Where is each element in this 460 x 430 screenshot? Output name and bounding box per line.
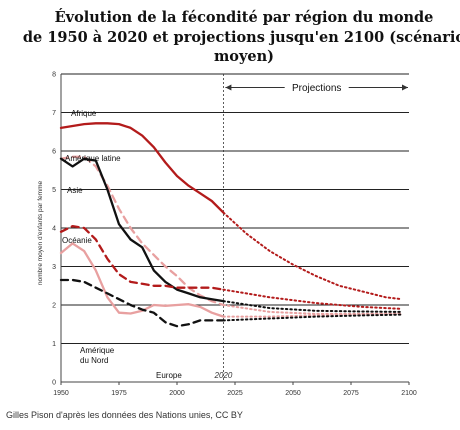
x-tick-label: 1950 (53, 390, 69, 397)
projections-label: Projections (292, 83, 341, 94)
label-afrique: Afrique (71, 109, 97, 118)
y-tick-label: 0 (52, 380, 56, 387)
series-line-5 (59, 278, 225, 328)
y-tick-label: 7 (52, 110, 56, 117)
x-tick-label: 2000 (169, 390, 185, 397)
series-line-2 (59, 157, 225, 303)
projection-year-label: 2020 (214, 371, 233, 380)
series-projection-2 (222, 300, 403, 313)
x-tick-label: 1975 (111, 390, 127, 397)
y-axis-label: nombre moyen d'enfants par femme (37, 181, 44, 286)
projection-markers: Projections 2020 (214, 74, 408, 382)
chart-title-line2: de 1950 à 2020 et projections jusqu'en 2… (22, 29, 460, 65)
series (59, 122, 403, 328)
label-asie: Asie (67, 186, 83, 195)
label-oceanie: Océanie (62, 236, 92, 245)
y-tick-label: 6 (52, 149, 56, 156)
arrow-right-head (402, 84, 408, 91)
grid (61, 73, 409, 344)
series-line-4 (59, 242, 225, 318)
y-tick-label: 2 (52, 303, 56, 310)
source-credit: Gilles Pison d'après les données des Nat… (6, 410, 243, 420)
series-projection-3 (222, 288, 403, 310)
y-tick-label: 3 (52, 264, 56, 271)
series-line-0 (59, 122, 225, 214)
x-tick-label: 2025 (227, 390, 243, 397)
label-europe: Europe (156, 371, 182, 380)
y-tick-label: 8 (52, 72, 56, 79)
series-line-3 (59, 224, 225, 291)
arrow-left-head (225, 84, 232, 91)
x-tick-label: 2050 (285, 390, 301, 397)
label-amerique-du-nord: Amérique du Nord (80, 346, 115, 365)
y-tick-label: 5 (52, 187, 56, 194)
series-projection-5 (222, 313, 403, 322)
axes: nombre moyen d'enfants par femme 0 1 2 3 4 5 6… (37, 72, 417, 398)
x-tick-label: 2100 (401, 390, 417, 397)
y-tick-label: 4 (52, 226, 56, 233)
x-tick-label: 2075 (343, 390, 359, 397)
chart-title-line1: Évolution de la fécondité par région du … (54, 9, 434, 26)
series-projection-0 (222, 211, 403, 301)
projections-label-background (284, 80, 349, 95)
series-projection-1 (222, 304, 403, 315)
series-labels: Afrique Amérique latine Asie Océanie Amé… (62, 109, 182, 380)
y-tick-label: 1 (52, 341, 56, 348)
label-amerique-latine: Amérique latine (65, 154, 121, 163)
